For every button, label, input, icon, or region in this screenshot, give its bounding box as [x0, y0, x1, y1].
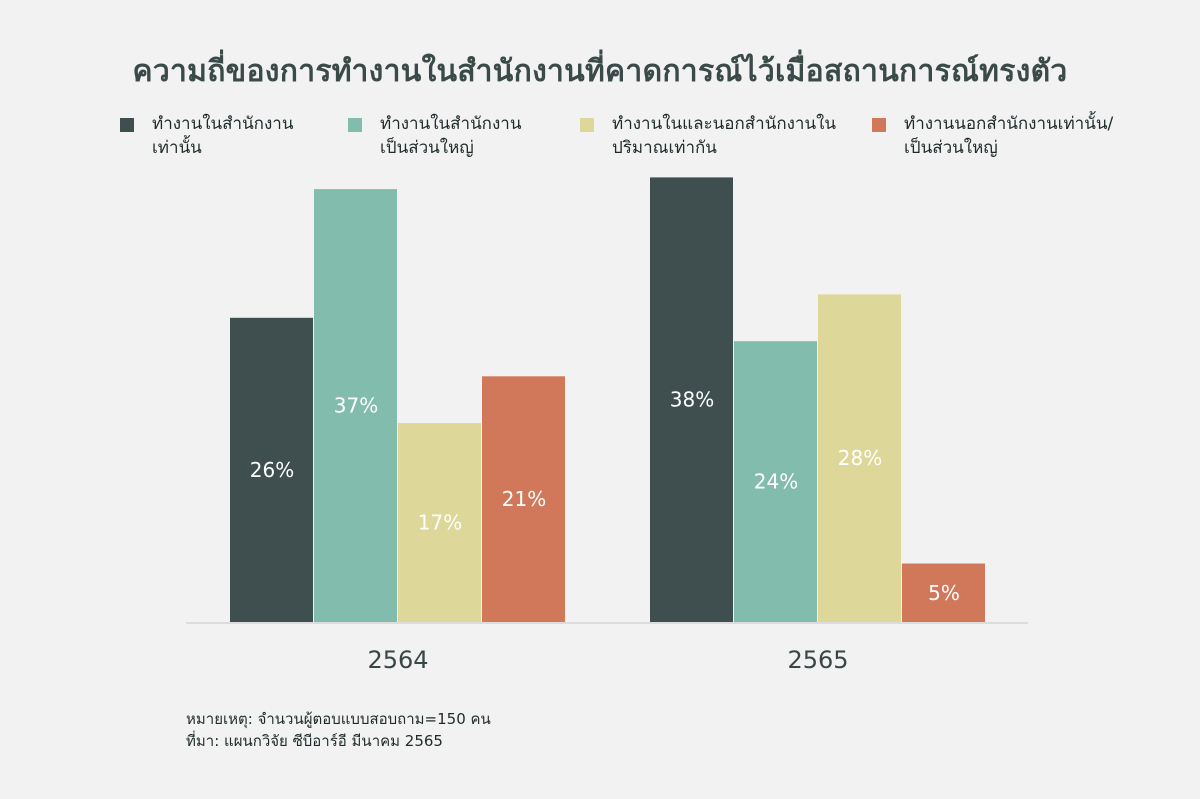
- legend-label: ทำงานในสำนักงาน เป็นส่วนใหญ่: [380, 114, 522, 158]
- legend-swatch: [348, 118, 362, 132]
- data-label-2565-series-4: 5%: [928, 581, 960, 605]
- legend-item-hybrid-equal: ทำงานในและนอกสำนักงานใน ปริมาณเท่ากัน: [580, 112, 836, 160]
- data-label-2565-series-2: 24%: [754, 470, 798, 494]
- legend: ทำงานในสำนักงาน เท่านั้น ทำงานในสำนักงาน…: [0, 112, 1200, 172]
- bar-2565-series-2: [734, 341, 817, 622]
- data-label-2565-series-1: 38%: [670, 388, 714, 412]
- legend-item-remote-mostly: ทำงานนอกสำนักงานเท่านั้น/ เป็นส่วนใหญ่: [872, 112, 1113, 160]
- footnote: หมายเหตุ: จำนวนผู้ตอบแบบสอบถาม=150 คน ที…: [186, 708, 491, 752]
- legend-label: ทำงานในและนอกสำนักงานใน ปริมาณเท่ากัน: [612, 114, 836, 158]
- legend-label: ทำงานในสำนักงาน เท่านั้น: [152, 114, 294, 158]
- legend-swatch: [580, 118, 594, 132]
- bar-2565-series-4: [902, 563, 985, 622]
- category-label-2565: 2565: [787, 646, 848, 674]
- bar-2565-series-1: [650, 177, 733, 622]
- bar-2564-series-2: [314, 189, 397, 622]
- data-label-2564-series-3: 17%: [418, 511, 462, 535]
- data-label-2565-series-3: 28%: [838, 446, 882, 470]
- chart-title: ความถี่ของการทำงานในสำนักงานที่คาดการณ์ไ…: [132, 54, 1068, 89]
- footnote-note: หมายเหตุ: จำนวนผู้ตอบแบบสอบถาม=150 คน: [186, 710, 491, 728]
- bar-2564-series-4: [482, 376, 565, 622]
- bar-2564-series-1: [230, 317, 313, 622]
- footnote-source: ที่มา: แผนกวิจัย ซีบีอาร์อี มีนาคม 2565: [186, 732, 443, 750]
- legend-swatch: [872, 118, 886, 132]
- legend-swatch: [120, 118, 134, 132]
- legend-item-office-only: ทำงานในสำนักงาน เท่านั้น: [120, 112, 293, 160]
- data-label-2564-series-2: 37%: [334, 394, 378, 418]
- legend-item-office-mostly: ทำงานในสำนักงาน เป็นส่วนใหญ่: [348, 112, 521, 160]
- data-label-2564-series-4: 21%: [502, 487, 546, 511]
- bar-2565-series-3: [818, 294, 901, 622]
- category-label-2564: 2564: [367, 646, 428, 674]
- data-label-2564-series-1: 26%: [250, 458, 294, 482]
- legend-label: ทำงานนอกสำนักงานเท่านั้น/ เป็นส่วนใหญ่: [904, 114, 1114, 158]
- bar-2564-series-3: [398, 423, 481, 622]
